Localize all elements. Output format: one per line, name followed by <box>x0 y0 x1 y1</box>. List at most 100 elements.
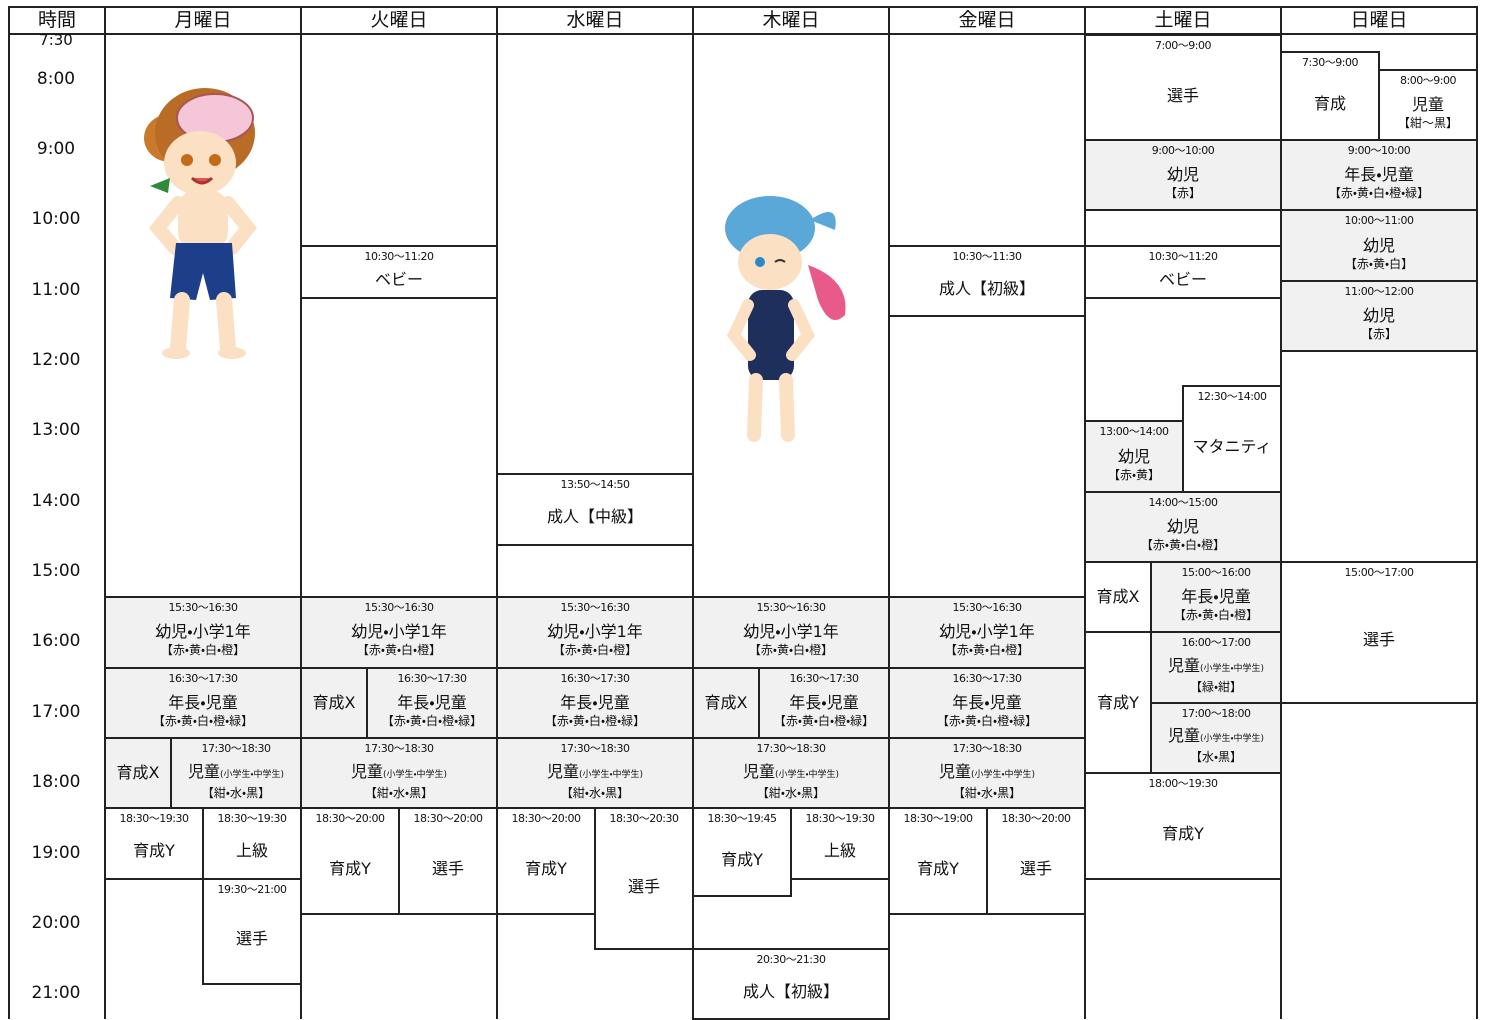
class-title: 幼児・小学1年 <box>939 622 1035 642</box>
class-sub: 【紺・水・黒】 <box>364 785 434 800</box>
class-block: 18:30〜20:00 育成Y <box>496 807 596 915</box>
class-body: 幼児・小学1年 【赤・黄・白・橙】 <box>155 614 251 666</box>
class-title-line: 選手 <box>1020 859 1052 879</box>
class-block: 9:00〜10:00 幼児 【赤】 <box>1084 139 1282 212</box>
class-block: 16:30〜17:30 年長・児童 【赤・黄・白・橙・緑】 <box>496 666 694 739</box>
class-block: 15:30〜16:30 幼児・小学1年 【赤・黄・白・橙】 <box>496 596 694 669</box>
class-body: 育成X <box>705 669 748 737</box>
class-title-line: 幼児 <box>1363 236 1395 256</box>
class-time: 15:30〜16:30 <box>560 601 630 615</box>
class-body: 年長・児童 【赤・黄・白・橙・緑】 <box>153 685 253 737</box>
class-body: 幼児 【赤・黄】 <box>1108 438 1160 490</box>
class-title: 幼児 <box>1166 516 1199 536</box>
class-title: 成人【中級】 <box>546 507 643 527</box>
class-time: 17:30〜18:30 <box>756 741 826 755</box>
class-title-line: 年長・児童 <box>560 693 629 713</box>
class-title-line: 年長・児童 <box>1344 165 1413 185</box>
class-body: 年長・児童 【赤・黄・白・橙・緑】 <box>774 685 874 737</box>
class-body: 幼児・小学1年 【赤・黄・白・橙】 <box>743 614 839 666</box>
class-title-line: 育成Y <box>721 850 763 870</box>
class-title: ベビー <box>1158 269 1207 289</box>
time-label: 12:00 <box>31 350 81 371</box>
time-header: 時間 <box>8 6 106 35</box>
class-block: 12:30〜14:00 マタニティ <box>1182 385 1282 493</box>
class-time: 19:30〜21:00 <box>217 882 287 896</box>
class-time: 18:30〜20:30 <box>609 812 679 826</box>
day-header: 土曜日 <box>1084 6 1282 35</box>
class-time: 17:00〜18:00 <box>1181 706 1251 720</box>
class-title: 幼児 <box>1166 165 1199 185</box>
class-sub: 【紺〜黒】 <box>1397 115 1458 130</box>
time-label: 19:00 <box>31 842 81 863</box>
class-body: 幼児・小学1年 【赤・黄・白・橙】 <box>547 614 643 666</box>
class-time: 18:30〜19:30 <box>805 812 875 826</box>
class-title: 年長・児童 <box>560 692 630 712</box>
class-time: 16:30〜17:30 <box>952 671 1022 685</box>
class-block: 8:00〜9:00 児童 【紺〜黒】 <box>1378 68 1478 141</box>
class-block: 18:30〜20:00 選手 <box>986 807 1086 915</box>
class-title: 幼児・小学1年 <box>743 622 839 642</box>
class-title-line: 選手 <box>432 859 464 879</box>
time-label: 17:00 <box>31 701 81 722</box>
class-title: 幼児 <box>1117 446 1150 466</box>
class-title: 上級 <box>235 841 268 861</box>
class-block: 17:30〜18:30 児童(小学生・中学生) 【紺・水・黒】 <box>888 736 1086 810</box>
class-sub: 【紺・水・黒】 <box>952 785 1022 800</box>
class-title-line: マタニティ <box>1192 437 1271 457</box>
time-label: 21:00 <box>31 983 81 1004</box>
class-title-line: ベビー <box>1159 270 1207 290</box>
class-time: 9:00〜10:00 <box>1347 144 1411 157</box>
class-title-line: 児童(小学生・中学生) <box>939 762 1035 785</box>
class-title: 児童 <box>1411 94 1444 114</box>
class-time: 18:30〜20:00 <box>315 812 385 826</box>
class-block: 育成X <box>300 666 368 739</box>
class-title-line: 幼児・小学1年 <box>351 622 447 642</box>
class-title: 選手 <box>431 859 464 879</box>
day-header: 火曜日 <box>300 6 498 35</box>
class-body: 選手 <box>1363 579 1395 702</box>
class-sub: 【赤・黄・白・橙・緑】 <box>381 713 483 728</box>
class-body: 育成X <box>117 739 160 807</box>
day-header: 月曜日 <box>104 6 302 35</box>
class-block: 16:30〜17:30 年長・児童 【赤・黄・白・橙・緑】 <box>758 666 890 739</box>
class-body: 児童(小学生・中学生) 【紺・水・黒】 <box>351 755 447 807</box>
class-title: 育成Y <box>133 841 175 861</box>
class-sub: 【紺・水・黒】 <box>756 785 826 800</box>
time-label: 8:00 <box>36 68 76 89</box>
class-note: (小学生・中学生) <box>382 769 448 780</box>
class-block: 17:00〜18:00 児童(小学生・中学生) 【水・黒】 <box>1150 701 1282 775</box>
class-body: 幼児 【赤・黄・白】 <box>1345 227 1413 279</box>
class-sub: 【赤・黄】 <box>1107 467 1161 482</box>
class-sub: 【赤・黄・白・橙・緑】 <box>773 713 875 728</box>
class-sub: 【赤】 <box>1360 326 1397 341</box>
class-note: (小学生・中学生) <box>970 769 1036 780</box>
class-body: 児童(小学生・中学生) 【紺・水・黒】 <box>547 755 643 807</box>
time-label: 16:00 <box>31 631 81 652</box>
class-body: 育成Y <box>1162 790 1204 878</box>
class-body: 育成Y <box>1097 633 1139 772</box>
class-title-line: 幼児 <box>1118 447 1150 467</box>
class-body: 幼児 【赤・黄・白・橙】 <box>1141 509 1225 561</box>
class-title: 育成Y <box>1097 692 1139 712</box>
class-block: 15:30〜16:30 幼児・小学1年 【赤・黄・白・橙】 <box>104 596 302 669</box>
class-body: 幼児・小学1年 【赤・黄・白・橙】 <box>351 614 447 666</box>
class-title-line: 育成 <box>1314 94 1346 114</box>
class-title-line: 育成X <box>117 763 160 783</box>
class-body: 上級 <box>236 825 268 877</box>
day-header: 金曜日 <box>888 6 1086 35</box>
class-body: 育成Y <box>917 825 959 913</box>
class-title-line: 幼児 <box>1363 306 1395 326</box>
class-title: 幼児 <box>1362 305 1395 325</box>
class-block: 16:30〜17:30 年長・児童 【赤・黄・白・橙・緑】 <box>366 666 498 739</box>
class-block: 11:00〜12:00 幼児 【赤】 <box>1280 279 1478 353</box>
class-title-line: 年長・児童 <box>1181 587 1250 607</box>
day-header: 水曜日 <box>496 6 694 35</box>
class-body: 幼児 【赤】 <box>1165 157 1201 209</box>
class-body: 児童(小学生・中学生) 【紺・水・黒】 <box>939 755 1035 807</box>
class-title-line: 成人【初級】 <box>939 279 1035 299</box>
class-title: 幼児・小学1年 <box>155 622 251 642</box>
class-title: 幼児・小学1年 <box>351 622 447 642</box>
time-label: 9:00 <box>36 139 76 159</box>
class-body: 幼児 【赤】 <box>1361 298 1397 350</box>
time-column <box>8 34 106 1019</box>
